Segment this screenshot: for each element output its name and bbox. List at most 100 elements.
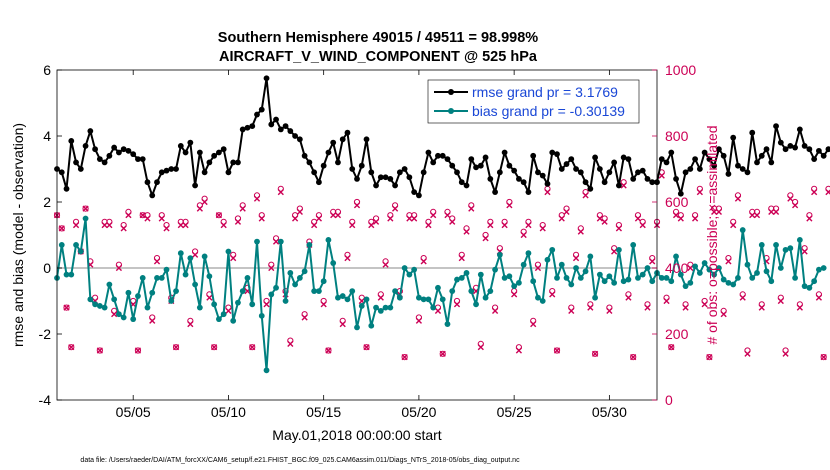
bias-point [806, 284, 813, 291]
rmse-point [506, 162, 513, 169]
obs-assimilated-point [234, 218, 242, 225]
obs-assimilated-point [58, 225, 65, 232]
rmse-point [749, 129, 756, 136]
bias-point [420, 296, 427, 303]
obs-assimilated-point [753, 212, 761, 219]
bias-point [373, 304, 379, 311]
obs-possible-point [172, 344, 180, 351]
bias-point [792, 275, 798, 281]
bias-point [363, 296, 370, 303]
obs-assimilated-point [263, 301, 270, 308]
bias-point [811, 278, 818, 285]
rmse-point [168, 166, 175, 172]
obs-assimilated-point [734, 195, 742, 202]
bias-point [235, 299, 241, 306]
bias-point [663, 275, 670, 281]
bias-point [539, 298, 546, 304]
obs-assimilated-point [768, 208, 775, 215]
bias-point [311, 288, 318, 294]
bias-point [677, 271, 684, 278]
plot-area [57, 70, 657, 400]
y-tick-label-left: 6 [43, 62, 51, 78]
obs-assimilated-point [225, 307, 232, 314]
bias-point [649, 278, 656, 285]
bias-point [325, 237, 332, 243]
rmse-point [192, 182, 198, 189]
bias-point [239, 288, 246, 294]
bias-point [277, 238, 284, 245]
bias-point [225, 248, 232, 255]
bias-point [163, 266, 170, 273]
rmse-point [354, 176, 360, 182]
bias-point [396, 294, 403, 301]
bias-point [696, 270, 703, 276]
obs-assimilated-point [96, 347, 103, 354]
bias-point [206, 273, 213, 280]
x-tick-label: 05/10 [211, 404, 246, 420]
obs-assimilated-point [115, 264, 122, 272]
obs-assimilated-point [525, 222, 532, 229]
bias-point [749, 275, 756, 281]
rmse-point [273, 116, 279, 123]
rmse-point [587, 185, 594, 192]
bias-point [549, 246, 556, 253]
rmse-point [139, 156, 146, 163]
bias-point [554, 275, 560, 281]
rmse-point [277, 126, 284, 133]
bias-point [77, 248, 84, 255]
obs-assimilated-point [249, 344, 256, 351]
rmse-point [401, 166, 408, 172]
bias-point [525, 250, 532, 257]
obs-assimilated-point [287, 340, 294, 347]
obs-possible-point [820, 354, 827, 361]
rmse-point [768, 159, 775, 166]
obs-assimilated-point [444, 212, 451, 219]
rmse-point [492, 189, 498, 196]
obs-assimilated-point [349, 222, 356, 229]
obs-assimilated-point [568, 307, 575, 314]
obs-assimilated-point [353, 202, 361, 209]
rmse-point [220, 146, 227, 153]
obs-assimilated-point [606, 307, 613, 314]
obs-possible-point [706, 354, 713, 361]
obs-assimilated-point [501, 222, 508, 229]
y-tick-label-right: 800 [665, 128, 689, 144]
legend-bias-text: bias grand pr = -0.30139 [472, 103, 625, 119]
rmse-point [535, 169, 541, 176]
obs-assimilated-point [377, 294, 384, 301]
obs-assimilated-point [339, 321, 346, 328]
bias-point [87, 296, 94, 303]
bias-point [106, 281, 113, 288]
rmse-point [201, 169, 208, 176]
obs-assimilated-point [82, 205, 89, 212]
bias-point [544, 256, 551, 263]
obs-assimilated-point [430, 212, 437, 219]
bias-point [516, 279, 522, 286]
bias-point [711, 271, 718, 278]
bias-point [406, 271, 413, 278]
obs-assimilated-point [796, 304, 803, 311]
rmse-point [58, 169, 65, 176]
rmse-point [387, 176, 394, 182]
rmse-point [144, 179, 151, 186]
rmse-point [339, 136, 346, 143]
bias-point [101, 304, 108, 311]
obs-assimilated-point [315, 215, 322, 222]
rmse-point [349, 166, 356, 172]
bias-point [725, 279, 732, 286]
obs-assimilated-point [292, 215, 299, 222]
bias-point [577, 275, 584, 281]
bias-point [520, 261, 527, 268]
obs-possible-point [82, 205, 89, 212]
bias-point [773, 242, 779, 248]
obs-assimilated-point [825, 189, 830, 196]
rmse-point [539, 172, 546, 179]
bias-point [816, 266, 822, 273]
obs-assimilated-point [411, 215, 418, 222]
obs-possible-point [668, 344, 675, 351]
obs-assimilated-point [177, 222, 184, 229]
obs-assimilated-point [106, 222, 113, 229]
bias-point [601, 278, 608, 285]
obs-assimilated-point [482, 235, 489, 242]
bias-point [482, 294, 489, 301]
